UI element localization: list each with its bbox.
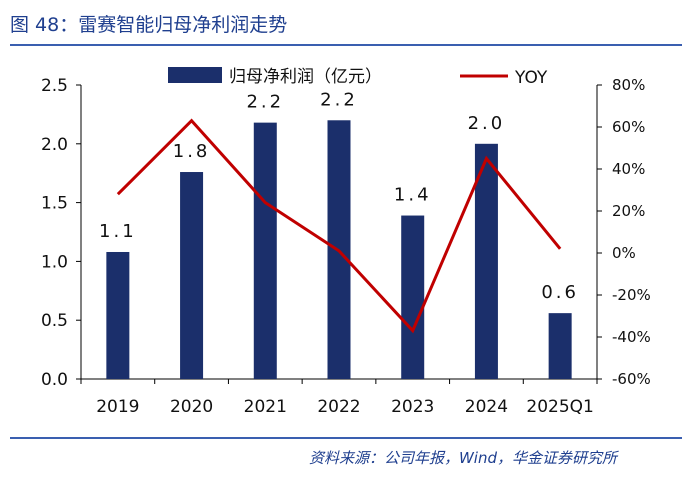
left-tick-label: 1.0 xyxy=(41,252,68,272)
left-tick-label: 2.5 xyxy=(41,76,68,96)
right-tick-label: -40% xyxy=(612,328,651,346)
yoy-line xyxy=(116,118,562,334)
right-tick-label: 40% xyxy=(612,160,645,178)
legend-bar-swatch xyxy=(168,67,222,83)
title-underline xyxy=(10,44,682,46)
legend-bar-label: 归母净利润（亿元） xyxy=(229,67,382,87)
bar-data-label: 1.4 xyxy=(394,185,432,206)
x-tick-label: 2021 xyxy=(244,397,287,417)
bar-data-label: 0.6 xyxy=(541,282,579,303)
x-tick-label: 2020 xyxy=(170,397,213,417)
x-tick-label: 2022 xyxy=(317,397,360,417)
bar-data-label: 1.8 xyxy=(173,141,211,162)
left-tick-label: 0.5 xyxy=(41,311,68,331)
bar-data-label: 2.0 xyxy=(468,113,506,134)
right-tick-label: 60% xyxy=(612,118,645,136)
net-profit-chart: 0.0 0.5 1.0 1.5 2.0 2.5 -60% -40% -20% 0% 20% 40% 60… xyxy=(41,67,651,417)
x-tick-label: 2023 xyxy=(391,397,434,417)
right-tick-label: -20% xyxy=(612,286,651,304)
bar xyxy=(474,143,498,379)
bar xyxy=(401,215,425,379)
footer-rule xyxy=(10,437,682,439)
left-tick-label: 0.0 xyxy=(41,370,68,390)
bar-data-label: 1.1 xyxy=(99,221,137,242)
bar xyxy=(253,122,277,380)
x-tick-label: 2025Q1 xyxy=(526,397,593,417)
x-tick-label: 2019 xyxy=(96,397,139,417)
left-tick-label: 1.5 xyxy=(41,194,68,214)
left-tick-label: 2.0 xyxy=(41,135,68,155)
figure-title: 图 48：雷赛智能归母净利润走势 xyxy=(10,14,288,36)
right-tick-label: 20% xyxy=(612,202,645,220)
bar-data-label: 2.2 xyxy=(246,92,284,113)
right-tick-label: 80% xyxy=(612,76,645,94)
bar-data-label: 2.2 xyxy=(320,89,358,110)
right-tick-label: -60% xyxy=(612,370,651,388)
right-tick-label: 0% xyxy=(612,244,636,262)
bar xyxy=(106,251,130,379)
legend-line-label: YOY xyxy=(514,68,548,88)
bar xyxy=(548,313,572,379)
bar xyxy=(180,172,204,379)
x-tick-label: 2024 xyxy=(465,397,508,417)
source-note: 资料来源：公司年报，Wind，华金证券研究所 xyxy=(308,449,617,467)
